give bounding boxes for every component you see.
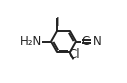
Text: H₂N: H₂N <box>20 35 42 48</box>
Text: I: I <box>55 16 59 29</box>
Text: N: N <box>93 35 101 48</box>
Text: C: C <box>81 35 90 48</box>
Text: Cl: Cl <box>68 48 80 61</box>
